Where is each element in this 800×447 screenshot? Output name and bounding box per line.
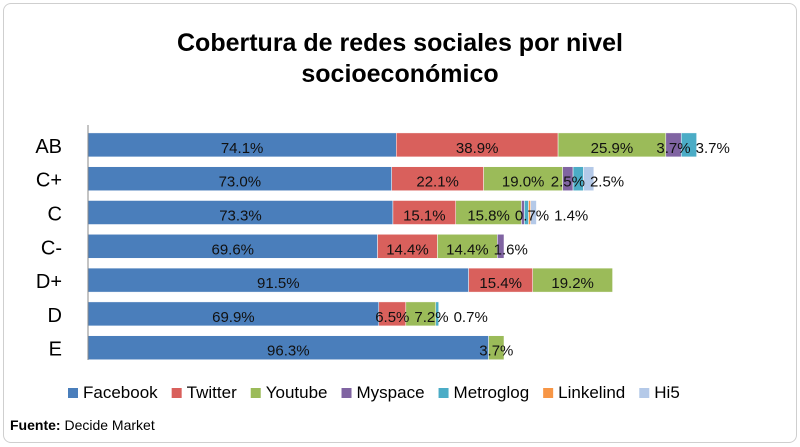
source-note: Fuente: Decide Market bbox=[10, 417, 155, 433]
bar-facebook bbox=[87, 234, 378, 259]
data-label: 15.1% bbox=[403, 208, 446, 225]
data-label: 2.5% bbox=[590, 174, 624, 191]
source-text: Decide Market bbox=[64, 417, 155, 433]
legend-label-myspace: Myspace bbox=[357, 383, 425, 402]
data-label: 14.4% bbox=[386, 241, 429, 258]
bar-facebook bbox=[87, 132, 397, 158]
bar-youtube bbox=[455, 200, 522, 225]
legend-swatch-facebook bbox=[68, 388, 78, 398]
bar-twitter bbox=[378, 301, 407, 327]
bar-twitter bbox=[396, 132, 559, 158]
legend-label-facebook: Facebook bbox=[83, 383, 158, 402]
legend-swatch-youtube bbox=[250, 388, 261, 398]
data-label: 0.7% bbox=[515, 208, 549, 225]
data-label: 15.8% bbox=[467, 208, 510, 225]
bar-facebook bbox=[87, 200, 394, 225]
bar-myspace bbox=[497, 234, 505, 259]
legend-swatch-twitter bbox=[171, 388, 182, 398]
data-label: 74.1% bbox=[221, 140, 264, 157]
category-label: C bbox=[48, 204, 62, 226]
data-label: 6.5% bbox=[375, 309, 409, 326]
category-label: C- bbox=[41, 237, 62, 259]
data-label: 15.4% bbox=[479, 275, 522, 292]
data-label: 22.1% bbox=[416, 174, 459, 191]
data-label: 19.0% bbox=[502, 174, 545, 191]
chart-frame bbox=[3, 3, 797, 443]
data-label: 14.4% bbox=[446, 241, 489, 258]
chart-title: Cobertura de redes sociales por nivel so… bbox=[0, 28, 800, 90]
bar-youtube bbox=[557, 132, 667, 158]
legend-label-hi5: Hi5 bbox=[654, 383, 680, 402]
data-label: 3.7% bbox=[656, 140, 690, 157]
category-label: C+ bbox=[36, 170, 62, 192]
chart-title-line-2: socioeconómico bbox=[301, 60, 499, 88]
bar-youtube bbox=[437, 234, 498, 259]
bar-youtube bbox=[483, 166, 563, 191]
data-label: 73.0% bbox=[219, 174, 262, 191]
data-label: 73.3% bbox=[219, 208, 262, 225]
bar-youtube bbox=[532, 267, 613, 293]
bar-twitter bbox=[377, 234, 438, 259]
legend-label-metroglog: Metroglog bbox=[454, 383, 530, 402]
legend-label-youtube: Youtube bbox=[266, 383, 328, 402]
data-label: 0.7% bbox=[454, 309, 488, 326]
legend-label-twitter: Twitter bbox=[187, 383, 237, 402]
data-label: 1.4% bbox=[554, 208, 588, 225]
legend-swatch-linkelind bbox=[543, 388, 554, 398]
data-label: 2.5% bbox=[551, 174, 585, 191]
bar-youtube bbox=[488, 335, 505, 360]
bar-metroglog bbox=[435, 301, 439, 327]
bar-youtube bbox=[405, 301, 437, 327]
data-label: 69.6% bbox=[211, 241, 254, 258]
bar-twitter bbox=[468, 267, 533, 293]
data-label: 69.9% bbox=[212, 309, 255, 326]
bar-twitter bbox=[391, 166, 484, 191]
data-label: 25.9% bbox=[591, 140, 634, 157]
category-label: AB bbox=[35, 136, 62, 158]
data-label: 96.3% bbox=[267, 343, 310, 360]
source-label: Fuente: bbox=[10, 417, 61, 433]
data-label: 19.2% bbox=[551, 275, 594, 292]
legend-swatch-hi5 bbox=[639, 388, 650, 398]
bar-facebook bbox=[87, 267, 469, 293]
data-label: 3.7% bbox=[479, 343, 513, 360]
data-label: 7.2% bbox=[414, 309, 448, 326]
data-label: 38.9% bbox=[456, 140, 499, 157]
data-label: 91.5% bbox=[257, 275, 300, 292]
category-label: D bbox=[48, 305, 62, 327]
bar-hi5 bbox=[530, 200, 537, 225]
legend-label-linkelind: Linkelind bbox=[558, 383, 625, 402]
bar-hi5 bbox=[583, 166, 595, 191]
bar-twitter bbox=[392, 200, 456, 225]
bar-metroglog bbox=[680, 132, 697, 158]
legend-swatch-myspace bbox=[341, 388, 352, 398]
bar-facebook bbox=[87, 166, 392, 191]
category-label: D+ bbox=[36, 271, 62, 293]
data-label: 3.7% bbox=[696, 140, 730, 157]
data-label: 1.6% bbox=[494, 241, 528, 258]
category-label: E bbox=[49, 339, 62, 361]
chart-title-line-1: Cobertura de redes sociales por nivel bbox=[177, 29, 623, 57]
legend-swatch-metroglog bbox=[438, 388, 449, 398]
